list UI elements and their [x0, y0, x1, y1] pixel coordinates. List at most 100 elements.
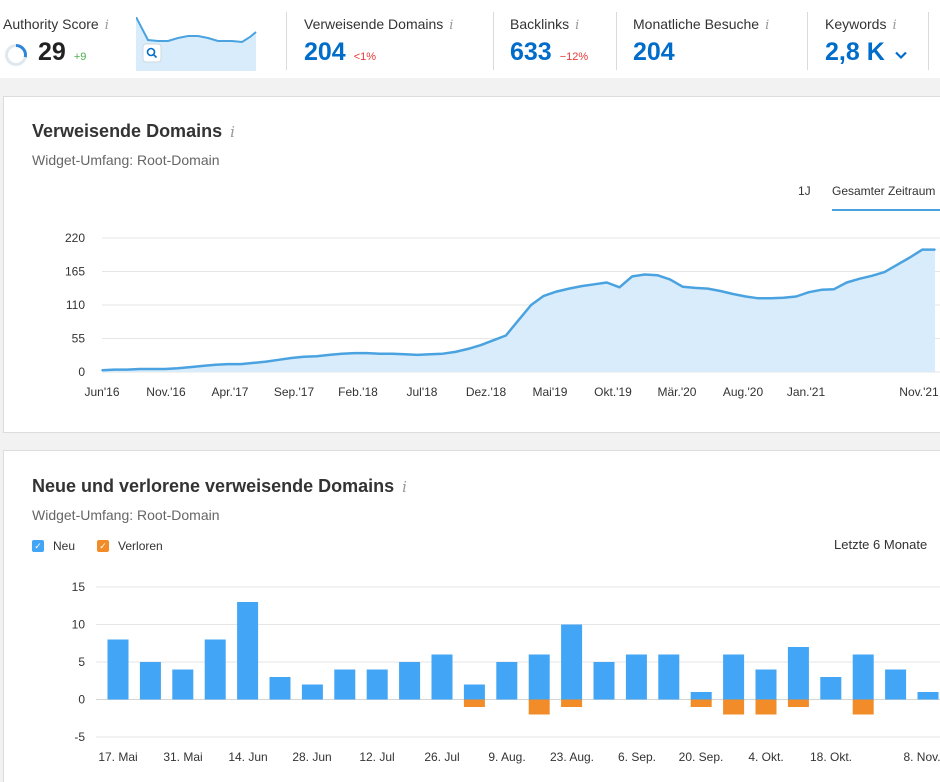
data-point [568, 287, 570, 290]
y-tick-label: 15 [72, 580, 86, 594]
bar-new [107, 639, 129, 700]
x-tick-label: Feb.'18 [338, 385, 378, 399]
data-point [290, 357, 293, 359]
x-tick-label: 23. Aug. [550, 750, 594, 764]
data-point [189, 366, 192, 368]
bar-new [885, 669, 907, 700]
bar-new [172, 669, 194, 700]
data-point [341, 352, 343, 355]
data-point [404, 353, 406, 356]
chevron-down-icon[interactable] [894, 51, 907, 60]
data-point [934, 248, 936, 251]
info-icon[interactable]: i [104, 18, 109, 33]
metric-backlinks[interactable]: Backlinks i 633 −12% [494, 0, 616, 78]
data-point [479, 344, 482, 347]
x-tick-label: Dez.'18 [466, 385, 507, 399]
referring-domains-value[interactable]: 204 [304, 38, 346, 66]
card-title: Neue und verlorene verweisende Domains [32, 476, 395, 496]
x-tick-label: Jan.'21 [787, 385, 826, 399]
legend-item-new[interactable]: ✓ Neu [32, 539, 75, 553]
data-point [808, 291, 810, 294]
data-point [883, 271, 886, 273]
metric-value: 29 +9 [38, 38, 86, 67]
data-point [101, 369, 103, 372]
data-point [176, 367, 179, 370]
y-tick-label: 220 [65, 231, 85, 245]
info-icon[interactable]: i [402, 478, 407, 496]
bar-new [561, 624, 583, 700]
divider [286, 12, 287, 70]
x-tick-label: Nov.'21 [899, 385, 939, 399]
data-point [416, 354, 419, 356]
monthly-visits-value[interactable]: 204 [633, 38, 675, 66]
info-icon[interactable]: i [449, 18, 454, 33]
data-point [580, 285, 583, 287]
range-label[interactable]: Letzte 6 Monate [834, 537, 928, 552]
bar-lost [528, 699, 550, 715]
period-1y[interactable]: 1J [798, 184, 811, 198]
area-fill [102, 249, 935, 372]
metric-monthly-visits[interactable]: Monatliche Besuche i 204 [617, 0, 807, 78]
metrics-strip: Authority Score i 29 +9 Verweisende Domain… [0, 0, 940, 78]
data-point [871, 275, 873, 277]
x-tick-label: Mai'19 [533, 385, 568, 399]
legend-label: Neu [53, 539, 76, 553]
metric-label: Authority Score [3, 16, 99, 32]
bar-new [723, 654, 745, 700]
data-point [542, 295, 545, 297]
data-point [113, 368, 116, 371]
metric-referring-domains[interactable]: Verweisende Domains i 204 <1% [287, 0, 492, 78]
legend-item-lost[interactable]: ✓ Verloren [97, 539, 163, 553]
x-tick-label: Aug.'20 [723, 385, 764, 399]
x-tick-label: 8. Nov. [903, 750, 940, 764]
bar-new [852, 654, 874, 700]
info-icon[interactable]: i [765, 18, 770, 33]
bar-new [334, 669, 356, 700]
y-tick-label: 165 [65, 265, 85, 279]
data-point [378, 352, 381, 355]
data-point [845, 281, 848, 284]
metric-keywords[interactable]: Keywords i 2,8 K [808, 0, 928, 78]
checkbox-icon[interactable]: ✓ [97, 540, 110, 552]
metric-label: Keywords [825, 16, 887, 32]
info-icon[interactable]: i [575, 18, 580, 33]
metric-label: Verweisende Domains [304, 16, 444, 32]
data-point [593, 283, 595, 286]
metric-authority-score[interactable]: Authority Score i 29 +9 [0, 0, 280, 78]
data-point [517, 319, 520, 322]
data-point [909, 256, 911, 259]
x-tick-label: 4. Okt. [748, 750, 783, 764]
info-icon[interactable]: i [230, 123, 235, 141]
bar-new [658, 654, 680, 700]
referring-domains-chart: 0 55 110 165 220 Jun'16 Nov.'16 Apr.'17 Sep.'17 F… [65, 231, 940, 399]
data-point [252, 362, 255, 364]
data-point [366, 352, 368, 354]
bar-new [301, 684, 323, 700]
bar-new [690, 692, 712, 700]
x-tick-label: 9. Aug. [488, 750, 525, 764]
x-tick-label: 20. Sep. [679, 750, 724, 764]
x-tick-label: Mär.'20 [658, 385, 697, 399]
keywords-value[interactable]: 2,8 K [825, 38, 885, 66]
period-all-time[interactable]: Gesamter Zeitraum [832, 184, 940, 211]
data-point [555, 290, 558, 293]
data-point [530, 304, 532, 306]
authority-sparkline[interactable] [136, 17, 270, 71]
data-point [391, 352, 394, 355]
checkbox-icon[interactable]: ✓ [32, 540, 44, 552]
data-point [277, 359, 280, 361]
data-point [606, 281, 608, 284]
bar-lost [463, 699, 485, 707]
data-point [833, 288, 835, 291]
backlinks-value[interactable]: 633 [510, 38, 552, 66]
bar-lost [787, 699, 809, 707]
data-point [820, 289, 823, 291]
data-point [151, 368, 154, 370]
card-subtitle: Widget-Umfang: Root-Domain [32, 152, 220, 168]
authority-score-delta: +9 [73, 51, 87, 63]
new-lost-domains-card: Neue und verlorene verweisende Domains i … [3, 450, 940, 782]
info-icon[interactable]: i [892, 18, 897, 33]
bar-new [917, 692, 939, 700]
bar-new [269, 677, 291, 700]
